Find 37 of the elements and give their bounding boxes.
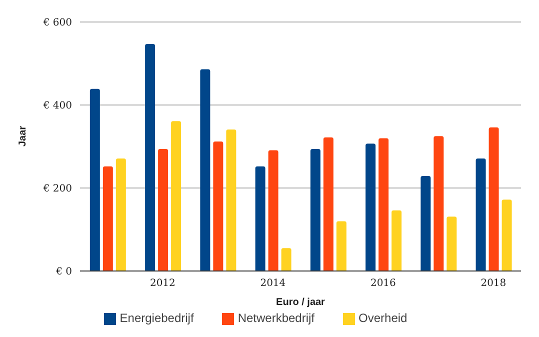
bar (488, 127, 499, 271)
bar (476, 158, 486, 271)
x-tick-label: 2018 (480, 278, 506, 290)
bar (323, 137, 334, 271)
bar (336, 221, 346, 271)
x-tick-label: 2014 (260, 278, 286, 290)
bar (378, 138, 389, 271)
bar (268, 150, 278, 271)
x-axis-title: Euro / jaar (276, 297, 326, 308)
x-tick-label: 2016 (370, 278, 396, 290)
bar (310, 148, 320, 271)
y-axis-title: Jaar (18, 126, 29, 146)
bar (171, 121, 182, 271)
bar (446, 216, 457, 271)
bar (226, 129, 236, 271)
y-tick-label: € 0 (55, 266, 72, 278)
bar (90, 88, 100, 271)
bar (281, 248, 292, 271)
bar (434, 136, 444, 271)
y-tick-label: € 400 (42, 100, 72, 112)
bar (158, 148, 168, 271)
y-tick-label: € 600 (42, 18, 72, 29)
bar (116, 158, 126, 271)
bar (366, 144, 376, 271)
bar (200, 69, 210, 271)
legend-label: Energiebedrijf (120, 311, 194, 325)
bar (502, 200, 512, 271)
legend-label: Netwerkbedrijf (238, 311, 315, 325)
bar (213, 142, 224, 271)
y-tick-label: € 200 (42, 184, 72, 195)
x-tick-label: 2012 (150, 278, 176, 290)
bar (102, 166, 113, 271)
bar (420, 176, 431, 271)
legend-label: Overheid (358, 311, 408, 325)
bar (392, 210, 402, 271)
bar (145, 44, 156, 271)
bar (255, 166, 266, 271)
